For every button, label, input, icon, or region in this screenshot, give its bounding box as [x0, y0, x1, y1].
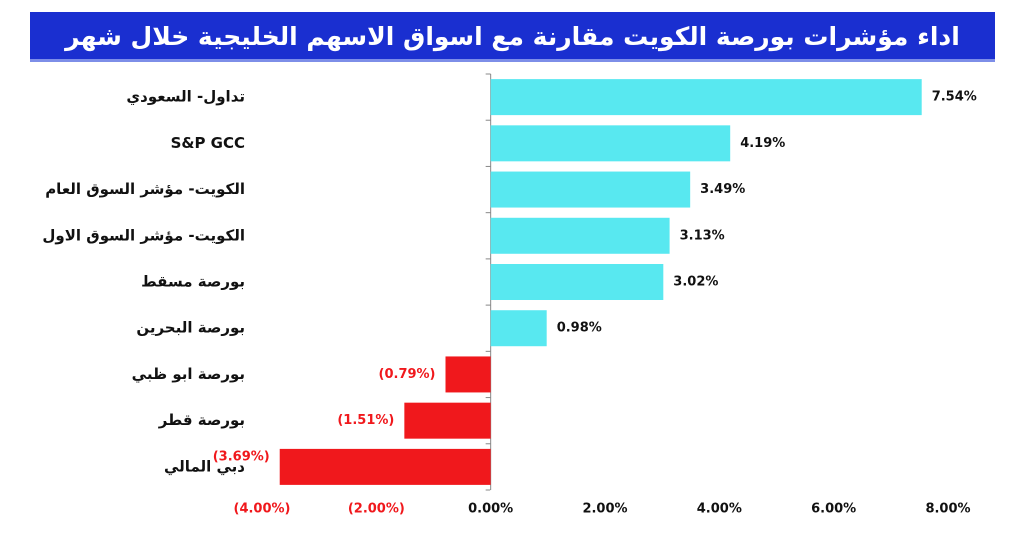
x-tick-label: 4.00%	[697, 502, 742, 517]
value-label: (0.79%)	[379, 367, 436, 382]
bar	[490, 171, 691, 208]
y-tick-label: دبي المالي	[164, 457, 245, 475]
value-label: (1.51%)	[337, 413, 394, 428]
y-tick-label: تداول- السعودي	[126, 88, 245, 107]
value-label: 0.98%	[557, 321, 602, 336]
value-label: 4.19%	[740, 136, 785, 151]
bar	[490, 217, 670, 254]
x-tick-label: (2.00%)	[348, 502, 405, 517]
bar	[490, 310, 547, 347]
y-tick-label: الكويت- مؤشر السوق الاول	[42, 226, 245, 244]
bar	[490, 264, 664, 300]
x-tick-label: 6.00%	[811, 502, 856, 517]
x-tick-label: (4.00%)	[234, 502, 291, 517]
value-label: (3.69%)	[213, 449, 270, 464]
x-tick-label: 0.00%	[468, 502, 513, 517]
y-tick-label: بورصة مسقط	[141, 273, 245, 291]
y-tick-label: بورصة البحرين	[136, 319, 245, 337]
bar	[279, 448, 491, 485]
x-tick-label: 2.00%	[582, 502, 627, 517]
bar	[490, 79, 922, 116]
bar	[490, 125, 731, 162]
value-label: 3.13%	[680, 228, 725, 243]
bar	[404, 402, 491, 439]
value-label: 3.49%	[700, 182, 745, 197]
x-tick-label: 8.00%	[925, 502, 970, 517]
y-tick-label: S&P GCC	[171, 134, 245, 152]
y-tick-label: بورصة قطر	[158, 411, 245, 429]
y-tick-label: الكويت- مؤشر السوق العام	[45, 180, 245, 198]
value-label: 7.54%	[932, 90, 977, 105]
bar	[445, 356, 491, 393]
y-tick-label: بورصة ابو ظبي	[132, 365, 245, 383]
value-label: 3.02%	[673, 275, 718, 290]
